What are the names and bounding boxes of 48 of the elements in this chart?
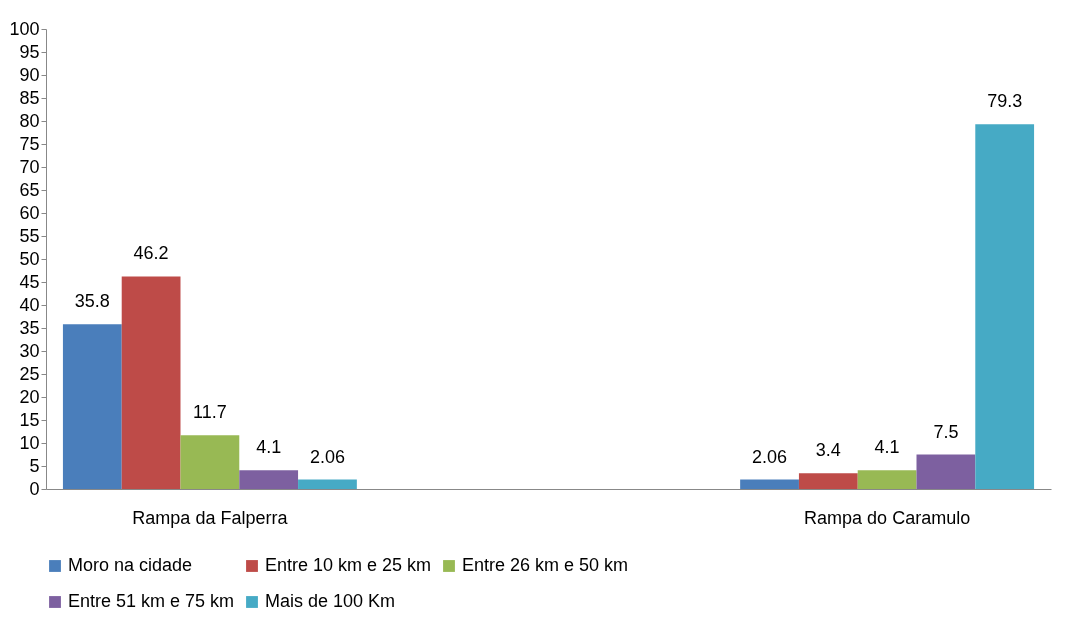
- y-tick-label: 80: [19, 110, 40, 131]
- data-label: 2.06: [309, 446, 345, 467]
- y-tick-label: 5: [29, 455, 40, 476]
- y-tick-label: 65: [19, 179, 40, 200]
- legend-label: Entre 10 km e 25 km: [265, 555, 432, 575]
- y-tick-label: 15: [19, 409, 40, 430]
- y-tick-label: 60: [19, 202, 40, 223]
- bar: [975, 124, 1035, 489]
- y-tick-label: 85: [19, 87, 40, 108]
- y-tick-label: 90: [19, 64, 40, 85]
- y-tick-label: 10: [19, 432, 40, 453]
- bar: [180, 435, 240, 489]
- bar: [121, 276, 181, 489]
- data-label: 35.8: [74, 291, 110, 312]
- legend-label: Entre 51 km e 75 km: [68, 591, 235, 611]
- y-tick-label: 70: [19, 156, 40, 177]
- y-tick-label: 100: [9, 18, 40, 39]
- data-label: 46.2: [133, 243, 169, 264]
- data-label: 79.3: [987, 91, 1023, 112]
- x-tick-label: Rampa da Falperra: [132, 507, 289, 528]
- data-label: 11.7: [193, 402, 227, 423]
- bar: [740, 479, 799, 489]
- y-tick-label: 55: [19, 225, 40, 246]
- data-label: 2.06: [752, 446, 788, 467]
- bar: [298, 479, 357, 489]
- y-tick-label: 50: [19, 248, 40, 269]
- bar: [857, 470, 917, 489]
- bar: [798, 473, 858, 489]
- bar: [239, 470, 299, 489]
- data-label: 4.1: [874, 437, 900, 458]
- y-tick-label: 45: [19, 271, 40, 292]
- y-tick-label: 25: [19, 363, 40, 384]
- y-tick-label: 0: [29, 478, 40, 499]
- legend-label: Mais de 100 Km: [265, 591, 396, 611]
- bar: [62, 324, 122, 489]
- y-tick-label: 30: [19, 340, 40, 361]
- y-tick-label: 40: [19, 294, 40, 315]
- bar: [916, 454, 976, 489]
- legend-label: Entre 26 km e 50 km: [462, 555, 629, 575]
- x-tick-label: Rampa do Caramulo: [804, 507, 971, 528]
- y-tick-label: 75: [19, 133, 40, 154]
- y-tick-label: 95: [19, 41, 40, 62]
- y-tick-label: 20: [19, 386, 40, 407]
- data-label: 7.5: [933, 421, 959, 442]
- y-tick-label: 35: [19, 317, 40, 338]
- data-label: 3.4: [815, 440, 841, 461]
- data-label: 4.1: [256, 437, 282, 458]
- legend-label: Moro na cidade: [68, 555, 193, 575]
